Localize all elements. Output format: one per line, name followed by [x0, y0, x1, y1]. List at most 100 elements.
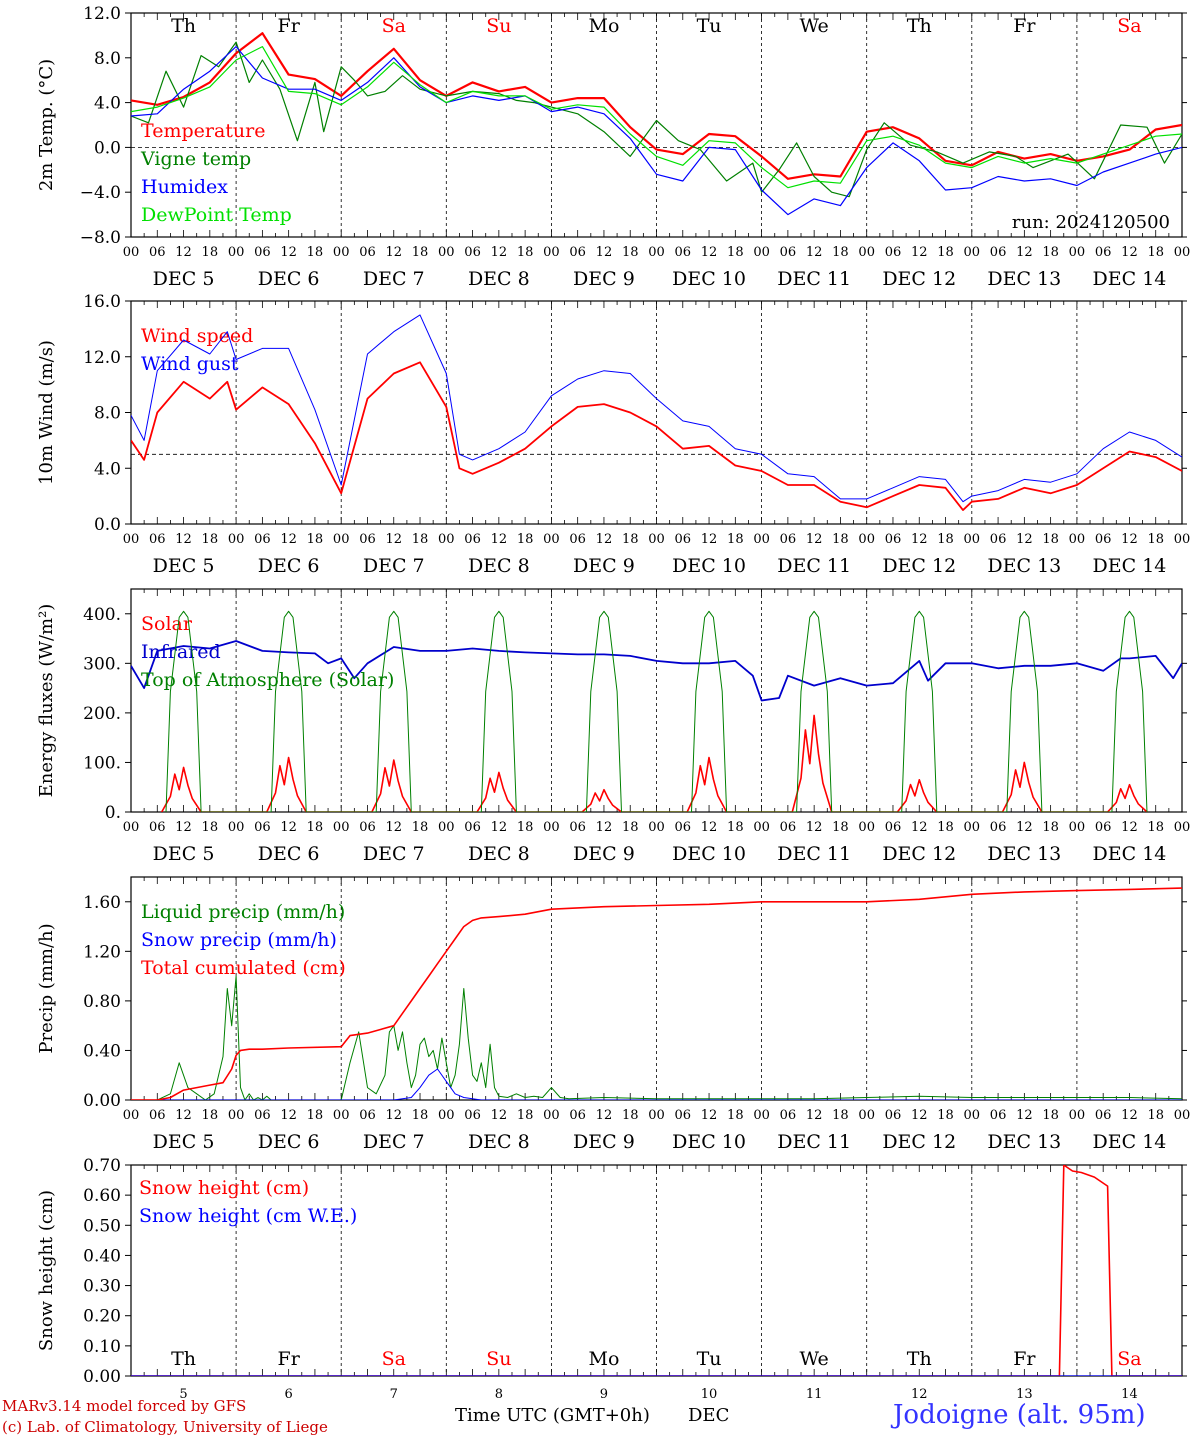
x-day-number: 9	[600, 1387, 608, 1402]
y-tick-label: 8.0	[94, 404, 121, 424]
chart-panel-1: 12.0 8.0 4.0 0.0 −4.0 −8.0 2m Temp. (°C) Th Fr Sa…	[36, 4, 1190, 290]
x-hour-label: 12	[491, 820, 508, 835]
x-hour-label: 06	[254, 532, 271, 547]
series-line-snow-precip-mm-h-	[131, 1068, 1182, 1100]
x-hour-label: 00	[333, 820, 350, 835]
x-hour-label: 12	[911, 532, 928, 547]
y-tick-label: 0.70	[83, 1156, 121, 1176]
x-hour-label: 18	[517, 1108, 534, 1123]
x-hour-label: 00	[1174, 532, 1191, 547]
x-hour-label: 06	[359, 820, 376, 835]
x-hour-label: 18	[937, 532, 954, 547]
x-hour-label: 18	[202, 532, 219, 547]
legend-entry: Total cumulated (cm)	[141, 957, 346, 979]
x-hour-label: 06	[569, 1108, 586, 1123]
x-date-label: DEC 13	[987, 1131, 1061, 1153]
x-date-label: DEC 10	[672, 268, 746, 290]
x-date-label: DEC 5	[153, 1131, 215, 1153]
x-hour-label: 06	[149, 820, 166, 835]
x-hour-label: 18	[727, 820, 744, 835]
x-hour-label: 00	[543, 820, 560, 835]
weekday-label: Tu	[697, 1348, 722, 1370]
x-date-label: DEC 12	[882, 268, 956, 290]
x-hour-label: 18	[1147, 245, 1164, 260]
x-hour-label: 06	[359, 1108, 376, 1123]
x-hour-label: 00	[858, 1108, 875, 1123]
x-axis-month: DEC	[688, 1405, 730, 1426]
y-tick-label: 12.0	[83, 4, 121, 24]
series-line-dewpoint-temp	[131, 46, 1182, 189]
x-hour-label: 12	[1016, 820, 1033, 835]
weekday-label: Sa	[382, 1348, 406, 1370]
x-hour-label: 06	[885, 532, 902, 547]
series-line-snow-height-cm-	[131, 1165, 1182, 1376]
y-tick-label: 0.60	[83, 1186, 121, 1206]
x-hour-label: 00	[123, 532, 140, 547]
x-hour-label: 00	[1174, 1108, 1191, 1123]
weekday-label: Th	[907, 15, 932, 37]
x-hour-label: 12	[1016, 532, 1033, 547]
x-hour-label: 00	[964, 245, 981, 260]
x-date-label: DEC 8	[468, 268, 530, 290]
weekday-label: Mo	[588, 1348, 619, 1370]
x-hour-label: 06	[675, 245, 692, 260]
x-hour-label: 18	[307, 245, 324, 260]
x-date-label: DEC 9	[573, 843, 635, 865]
x-hour-label: 00	[333, 532, 350, 547]
x-hour-label: 06	[1095, 1108, 1112, 1123]
x-hour-label: 06	[149, 532, 166, 547]
y-axis-label: 2m Temp. (°C)	[36, 59, 57, 191]
weekday-label: Mo	[588, 15, 619, 37]
x-hour-label: 18	[937, 245, 954, 260]
x-date-label: DEC 10	[672, 1131, 746, 1153]
y-tick-label: −4.0	[80, 183, 121, 203]
x-hour-label: 00	[1069, 532, 1086, 547]
x-hour-label: 00	[543, 1108, 560, 1123]
x-hour-label: 00	[858, 820, 875, 835]
x-hour-label: 18	[622, 245, 639, 260]
x-date-label: DEC 6	[258, 268, 320, 290]
x-hour-label: 00	[858, 245, 875, 260]
x-hour-label: 12	[175, 820, 192, 835]
weekday-label: Sa	[382, 15, 406, 37]
x-hour-label: 06	[675, 532, 692, 547]
x-hour-label: 00	[648, 1108, 665, 1123]
chart-panel-3: 400. 300. 200. 100. 0. Energy fluxes (W/m²) 00…	[36, 588, 1190, 865]
x-hour-label: 00	[1069, 820, 1086, 835]
footer-copyright: (c) Lab. of Climatology, University of L…	[2, 1418, 328, 1436]
x-hour-label: 06	[359, 532, 376, 547]
x-hour-label: 06	[780, 532, 797, 547]
x-hour-label: 06	[569, 820, 586, 835]
x-hour-label: 12	[701, 245, 718, 260]
x-day-number: 7	[390, 1387, 398, 1402]
x-hour-label: 00	[123, 820, 140, 835]
x-hour-label: 00	[543, 532, 560, 547]
x-hour-label: 12	[1016, 245, 1033, 260]
x-day-number: 14	[1121, 1387, 1138, 1402]
x-day-number: 8	[495, 1387, 503, 1402]
series-line-liquid-precip-mm-h-	[131, 975, 1182, 1100]
x-hour-label: 06	[149, 1108, 166, 1123]
x-date-label: DEC 8	[468, 555, 530, 577]
x-date-label: DEC 14	[1093, 1131, 1167, 1153]
y-tick-label: 0.0	[94, 138, 121, 158]
y-tick-label: 0.20	[83, 1307, 121, 1327]
x-hour-label: 18	[1147, 1108, 1164, 1123]
x-hour-label: 00	[1069, 245, 1086, 260]
x-hour-label: 00	[964, 532, 981, 547]
y-axis-label: 10m Wind (m/s)	[36, 340, 57, 485]
x-hour-label: 18	[517, 245, 534, 260]
x-hour-label: 06	[149, 245, 166, 260]
y-tick-label: 4.0	[94, 459, 121, 479]
weekday-label: Th	[171, 15, 196, 37]
x-hour-label: 18	[937, 820, 954, 835]
x-hour-label: 00	[438, 1108, 455, 1123]
x-hour-label: 12	[911, 1108, 928, 1123]
x-hour-label: 06	[780, 245, 797, 260]
x-hour-label: 06	[254, 820, 271, 835]
x-hour-label: 12	[280, 245, 297, 260]
x-hour-label: 06	[1095, 532, 1112, 547]
station-name: Jodoigne (alt. 95m)	[893, 1400, 1146, 1430]
weekday-label: Fr	[1013, 15, 1036, 37]
legend-entry: Infrared	[141, 641, 221, 663]
